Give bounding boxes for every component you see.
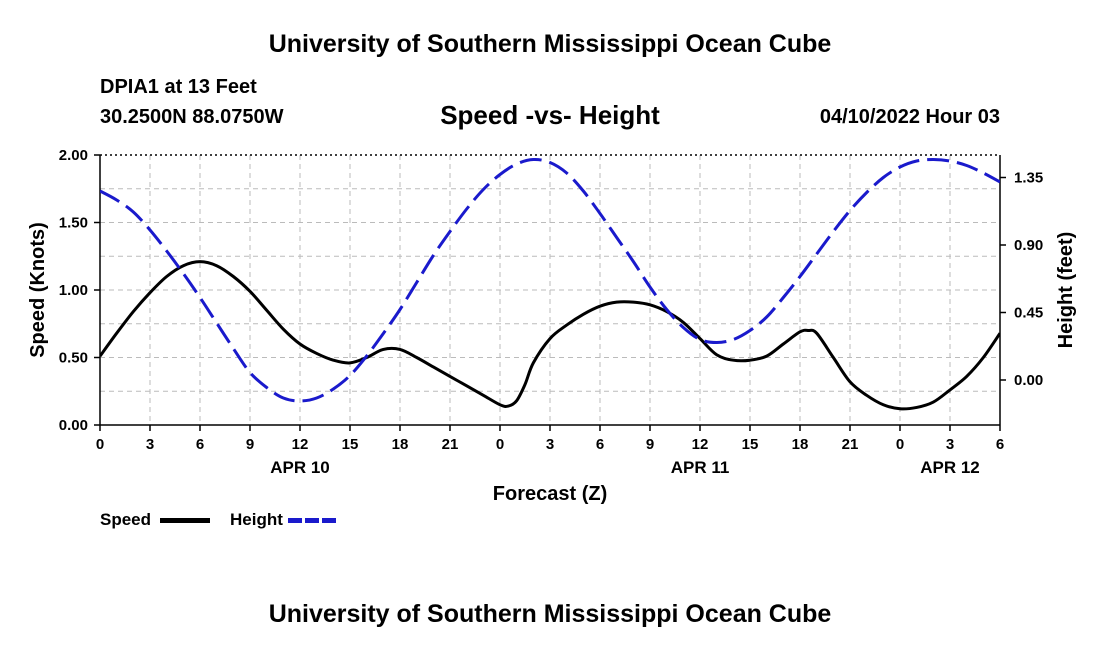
x-tick-label: 15 [742, 436, 759, 453]
x-tick-label: 0 [896, 436, 904, 453]
y-tick-label: 0.00 [59, 417, 88, 434]
series-line-speed [100, 260, 1000, 411]
footer-title: University of Southern Mississippi Ocean… [268, 600, 832, 628]
legend-speed-swatch [159, 518, 210, 524]
station-coordinates: 30.2500N 88.0750W [100, 106, 284, 128]
x-tick-label: 6 [196, 436, 204, 453]
y-tick-label: 0.50 [59, 350, 88, 367]
legend-speed-label: Speed [100, 510, 152, 529]
x-tick-label: 12 [692, 436, 709, 453]
y2-tick-label: 0.00 [1014, 372, 1043, 389]
date-label: APR 11 [671, 458, 730, 477]
x-tick-label: 21 [842, 436, 859, 453]
y2-tick-label: 0.45 [1014, 305, 1043, 322]
legend-height-swatch [287, 518, 338, 524]
x-tick-label: 21 [442, 436, 459, 453]
y-axis-label: Speed (Knots) [27, 222, 49, 358]
legend-height-label: Height [230, 510, 283, 529]
x-tick-label: 6 [996, 436, 1004, 453]
y-tick-label: 1.00 [59, 282, 88, 299]
y-tick-label: 2.00 [59, 147, 88, 164]
x-tick-label: 0 [96, 436, 104, 453]
y2-axis-label: Height (feet) [1055, 232, 1077, 349]
forecast-datetime: 04/10/2022 Hour 03 [819, 106, 1000, 128]
page-title: University of Southern Mississippi Ocean… [268, 30, 832, 58]
legend-speed: Speed [100, 510, 210, 530]
x-tick-label: 3 [946, 436, 954, 453]
y2-tick-label: 1.35 [1014, 170, 1043, 187]
x-tick-label: 18 [392, 436, 409, 453]
x-tick-label: 0 [496, 436, 504, 453]
date-label: APR 10 [270, 458, 330, 477]
x-tick-label: 9 [246, 436, 254, 453]
y2-tick-label: 0.90 [1014, 237, 1043, 254]
y-tick-label: 1.50 [59, 215, 88, 232]
x-tick-label: 9 [646, 436, 654, 453]
legend-height: Height [230, 510, 338, 530]
x-tick-label: 6 [596, 436, 604, 453]
x-tick-label: 12 [292, 436, 309, 453]
x-tick-label: 18 [792, 436, 809, 453]
x-tick-label: 3 [146, 436, 154, 453]
station-label: DPIA1 at 13 Feet [100, 76, 257, 98]
x-tick-label: 15 [342, 436, 359, 453]
series-line-height [100, 157, 1000, 403]
chart-subtitle: Speed -vs- Height [440, 100, 660, 130]
date-label: APR 12 [920, 458, 980, 477]
x-axis-label: Forecast (Z) [493, 483, 607, 505]
x-tick-label: 3 [546, 436, 554, 453]
